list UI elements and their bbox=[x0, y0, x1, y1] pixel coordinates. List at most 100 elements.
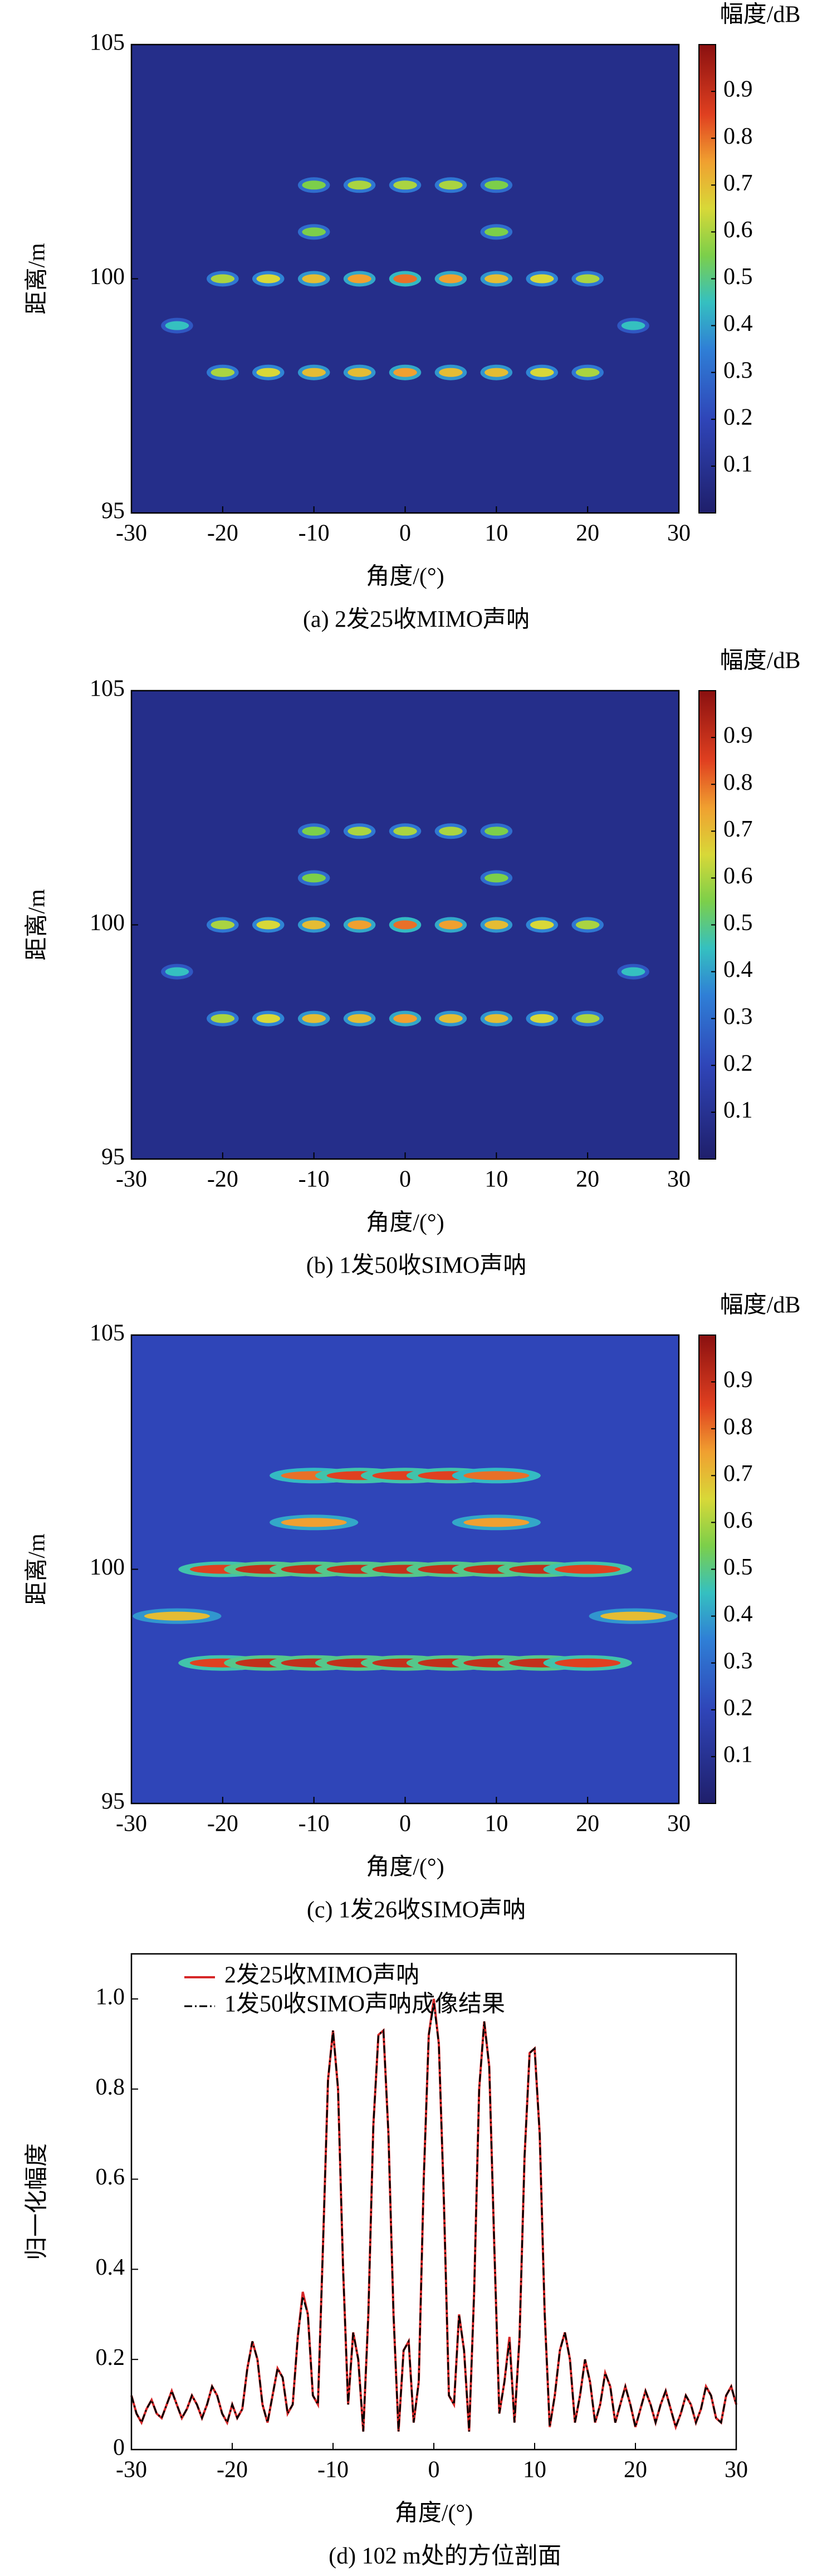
colorbar-tick-label: 0.4 bbox=[723, 1601, 753, 1627]
target bbox=[485, 920, 508, 930]
target bbox=[485, 1014, 508, 1023]
colorbar-tick-label: 0.9 bbox=[723, 1367, 753, 1393]
target bbox=[302, 180, 326, 190]
colorbar-tick-label: 0.8 bbox=[723, 124, 753, 149]
target bbox=[211, 274, 235, 283]
y-tick-label: 95 bbox=[101, 498, 125, 524]
x-tick-label: 10 bbox=[485, 1167, 508, 1192]
x-axis-label: 角度/(°) bbox=[366, 1855, 444, 1880]
target bbox=[302, 873, 326, 883]
target bbox=[575, 1014, 600, 1023]
colorbar-tick-label: 0.9 bbox=[723, 77, 753, 102]
target bbox=[348, 180, 371, 190]
x-tick-label: -20 bbox=[207, 1167, 238, 1192]
target bbox=[393, 180, 417, 190]
y-axis-label: 距离/m bbox=[24, 1533, 50, 1605]
y-axis-label: 距离/m bbox=[24, 889, 50, 961]
x-tick-label: 30 bbox=[667, 1811, 691, 1837]
axes-frame bbox=[130, 690, 680, 1160]
target bbox=[302, 1014, 326, 1023]
target bbox=[393, 827, 417, 836]
target bbox=[439, 1014, 463, 1023]
y-tick-label: 105 bbox=[90, 30, 125, 56]
target bbox=[485, 227, 508, 237]
target bbox=[621, 321, 645, 330]
colorbar-tick-label: 0.2 bbox=[723, 1695, 753, 1720]
target bbox=[256, 920, 281, 930]
target bbox=[393, 920, 417, 930]
colorbar-tick-label: 0.3 bbox=[723, 1648, 753, 1674]
target bbox=[211, 1014, 235, 1023]
x-tick-label: 20 bbox=[576, 1811, 599, 1837]
target bbox=[302, 274, 326, 283]
colorbar-tick-label: 0.9 bbox=[723, 723, 753, 749]
target bbox=[485, 873, 508, 883]
y-tick-label: 100 bbox=[90, 1555, 125, 1580]
target bbox=[439, 827, 463, 836]
target bbox=[439, 368, 463, 377]
target bbox=[575, 274, 600, 283]
x-axis-label: 角度/(°) bbox=[366, 1210, 444, 1236]
target bbox=[256, 274, 281, 283]
caption: (b) 1发50收SIMO声呐 bbox=[306, 1253, 527, 1279]
y-tick-label: 100 bbox=[90, 910, 125, 936]
target bbox=[485, 827, 508, 836]
x-tick-label: 20 bbox=[576, 521, 599, 546]
target bbox=[463, 1518, 530, 1527]
axes-frame bbox=[130, 43, 680, 514]
target bbox=[485, 180, 508, 190]
y-tick-label: 0 bbox=[113, 2435, 125, 2461]
target bbox=[165, 321, 189, 330]
x-tick-label: 30 bbox=[667, 521, 691, 546]
y-tick-label: 95 bbox=[101, 1789, 125, 1815]
x-tick-label: -10 bbox=[299, 521, 330, 546]
x-tick-label: 0 bbox=[399, 1811, 411, 1837]
colorbar-tick-label: 0.7 bbox=[723, 170, 753, 196]
target bbox=[211, 368, 235, 377]
x-tick-label: -30 bbox=[116, 1811, 147, 1837]
x-axis-label: 角度/(°) bbox=[366, 564, 444, 590]
target bbox=[575, 920, 600, 930]
target bbox=[485, 274, 508, 283]
target bbox=[144, 1611, 210, 1621]
colorbar-tick-label: 0.5 bbox=[723, 1555, 753, 1580]
x-tick-label: -30 bbox=[116, 1167, 147, 1192]
colorbar-tick-label: 0.2 bbox=[723, 404, 753, 430]
colorbar-tick-label: 0.3 bbox=[723, 1004, 753, 1029]
colorbar-tick-label: 0.5 bbox=[723, 264, 753, 290]
x-tick-label: 10 bbox=[485, 521, 508, 546]
y-tick-label: 1.0 bbox=[96, 1984, 125, 2010]
target bbox=[348, 368, 371, 377]
target bbox=[463, 1471, 530, 1480]
x-tick-label: 0 bbox=[428, 2457, 440, 2483]
target bbox=[530, 274, 554, 283]
target bbox=[439, 180, 463, 190]
target bbox=[530, 1014, 554, 1023]
y-axis-label: 归一化幅度 bbox=[25, 2143, 50, 2260]
target bbox=[555, 1565, 621, 1574]
colorbar-label: 幅度/dB bbox=[720, 1293, 801, 1318]
x-tick-label: 10 bbox=[485, 1811, 508, 1837]
colorbar-tick-label: 0.4 bbox=[723, 957, 753, 983]
y-tick-label: 0.4 bbox=[96, 2255, 125, 2280]
colorbar-tick-label: 0.3 bbox=[723, 358, 753, 383]
colorbar-tick-label: 0.1 bbox=[723, 1742, 753, 1768]
y-tick-label: 95 bbox=[101, 1145, 125, 1170]
target bbox=[211, 920, 235, 930]
target bbox=[439, 274, 463, 283]
x-tick-label: 10 bbox=[523, 2457, 546, 2483]
caption: (c) 1发26收SIMO声呐 bbox=[307, 1898, 526, 1923]
target bbox=[348, 827, 371, 836]
x-tick-label: 20 bbox=[576, 1167, 599, 1192]
colorbar-tick-label: 0.5 bbox=[723, 910, 753, 936]
x-tick-label: -20 bbox=[207, 1811, 238, 1837]
x-tick-label: -10 bbox=[299, 1167, 330, 1192]
target bbox=[439, 920, 463, 930]
legend-label: 1发50收SIMO声呐成像结果 bbox=[224, 1992, 505, 2017]
colorbar-tick-label: 0.6 bbox=[723, 1508, 753, 1533]
y-tick-label: 100 bbox=[90, 264, 125, 290]
target bbox=[575, 368, 600, 377]
x-tick-label: 30 bbox=[667, 1167, 691, 1192]
colorbar-tick-label: 0.7 bbox=[723, 1461, 753, 1487]
target bbox=[530, 920, 554, 930]
